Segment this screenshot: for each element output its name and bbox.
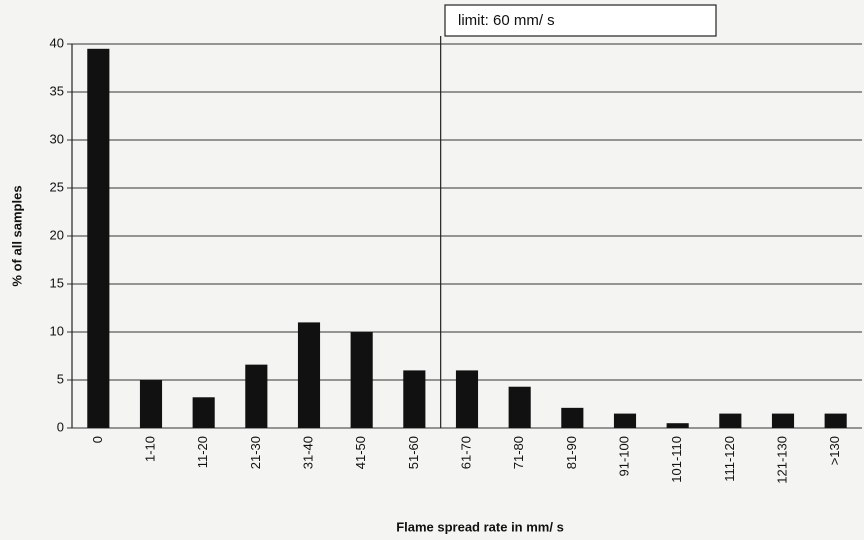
y-tick-label: 0 bbox=[57, 419, 64, 434]
x-tick-label: 11-20 bbox=[195, 436, 210, 468]
y-tick-label: 20 bbox=[50, 227, 64, 242]
x-tick-label: 21-30 bbox=[248, 436, 263, 469]
annotation: limit: 60 mm/ s bbox=[458, 12, 555, 29]
annotation-box bbox=[444, 4, 717, 37]
bar bbox=[824, 413, 847, 428]
bar bbox=[403, 370, 426, 428]
y-tick-label: 15 bbox=[50, 275, 64, 290]
y-tick-label: 35 bbox=[50, 83, 64, 98]
bar bbox=[245, 364, 268, 428]
bar bbox=[508, 386, 531, 428]
y-axis-label: % of all samples bbox=[9, 185, 24, 286]
bar bbox=[192, 397, 215, 428]
x-tick-label: 51-60 bbox=[406, 436, 421, 469]
bar bbox=[561, 407, 584, 428]
bar bbox=[666, 423, 689, 428]
x-tick-label: 1-10 bbox=[142, 436, 157, 462]
bar bbox=[297, 322, 321, 428]
x-tick-label: 121-130 bbox=[774, 436, 789, 484]
y-tick-label: 25 bbox=[50, 179, 64, 194]
bar bbox=[87, 48, 110, 429]
x-tick-label: 31-40 bbox=[300, 436, 315, 469]
bar bbox=[719, 413, 742, 428]
x-axis-label: Flame spread rate in mm/ s bbox=[396, 519, 564, 534]
bar bbox=[350, 332, 373, 428]
x-tick-label: 71-80 bbox=[511, 436, 526, 469]
bar bbox=[771, 413, 795, 428]
x-tick-label: 41-50 bbox=[353, 436, 368, 469]
x-tick-label: 61-70 bbox=[458, 436, 473, 469]
y-tick-label: 40 bbox=[50, 35, 64, 50]
bar bbox=[139, 380, 163, 428]
bar bbox=[455, 370, 479, 428]
y-tick-label: 10 bbox=[50, 323, 64, 338]
x-tick-label: >130 bbox=[827, 436, 842, 465]
x-tick-label: 91-100 bbox=[616, 436, 631, 476]
x-tick-label: 101-110 bbox=[669, 436, 684, 483]
x-tick-label: 81-90 bbox=[564, 436, 579, 469]
x-tick-label: 0 bbox=[90, 436, 105, 443]
x-tick-label: 111-120 bbox=[722, 436, 737, 482]
bar bbox=[613, 413, 637, 428]
y-tick-label: 30 bbox=[50, 131, 64, 146]
y-tick-label: 5 bbox=[57, 371, 64, 386]
